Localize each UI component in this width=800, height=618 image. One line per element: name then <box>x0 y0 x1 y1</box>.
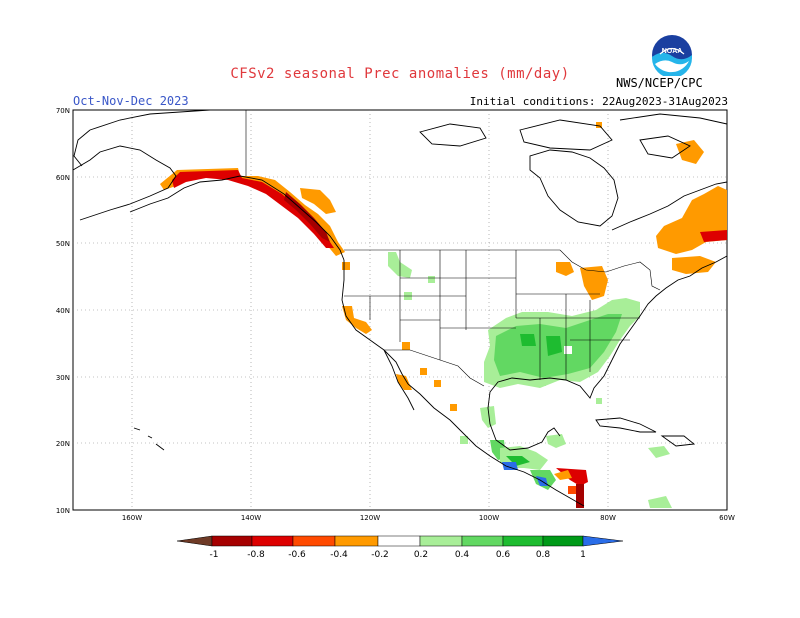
legend-tick: -0.4 <box>330 550 348 560</box>
initial-conditions: Initial conditions: 22Aug2023-31Aug2023 <box>469 95 728 108</box>
legend-swatch <box>334 535 379 547</box>
lat-label: 70N <box>56 107 70 115</box>
lat-label: 50N <box>56 240 70 248</box>
legend-tick-labels: -1 -0.8 -0.6 -0.4 -0.2 0.2 0.4 0.6 0.8 1 <box>210 550 586 560</box>
legend-swatch <box>419 535 463 547</box>
lon-label: 80W <box>600 514 616 522</box>
coastlines <box>72 109 728 507</box>
legend-tick: 1 <box>580 550 586 560</box>
legend-tick: -0.8 <box>247 550 265 560</box>
lat-label: 60N <box>56 174 70 182</box>
lon-axis-labels: 160W 140W 120W 100W 80W 60W <box>122 514 735 522</box>
legend-tick: 0.2 <box>414 550 428 560</box>
lon-label: 160W <box>122 514 142 522</box>
political-borders <box>245 110 661 387</box>
legend-arrow-right <box>582 535 624 547</box>
dry-anomaly-regions <box>160 122 727 508</box>
lat-label: 10N <box>56 507 70 515</box>
lon-label: 140W <box>241 514 261 522</box>
legend-swatch <box>502 535 544 547</box>
logo-text: NOAA <box>662 48 683 55</box>
legend-tick: -1 <box>210 550 219 560</box>
lat-label: 30N <box>56 374 70 382</box>
legend-swatch <box>377 535 421 547</box>
legend-tick: 0.8 <box>536 550 551 560</box>
legend-swatch <box>292 535 336 547</box>
lon-label: 60W <box>719 514 735 522</box>
legend-swatch <box>251 535 294 547</box>
lat-label: 40N <box>56 307 70 315</box>
noaa-logo-icon: NOAA <box>652 35 692 76</box>
color-legend <box>176 535 624 547</box>
forecast-period: Oct-Nov-Dec 2023 <box>73 94 189 108</box>
agency-label: NWS/NCEP/CPC <box>616 76 703 90</box>
lat-axis-labels: 70N 60N 50N 40N 30N 20N 10N <box>56 107 70 515</box>
legend-swatch <box>461 535 504 547</box>
legend-tick: 0.6 <box>496 550 511 560</box>
legend-swatch <box>542 535 584 547</box>
legend-tick: -0.2 <box>371 550 389 560</box>
lat-label: 20N <box>56 440 70 448</box>
lon-label: 120W <box>360 514 380 522</box>
legend-tick: 0.4 <box>455 550 470 560</box>
legend-arrow-left <box>176 535 213 547</box>
legend-tick: -0.6 <box>288 550 306 560</box>
chart-title: CFSv2 seasonal Prec anomalies (mm/day) <box>230 66 570 82</box>
legend-swatch <box>211 535 253 547</box>
lon-label: 100W <box>479 514 499 522</box>
